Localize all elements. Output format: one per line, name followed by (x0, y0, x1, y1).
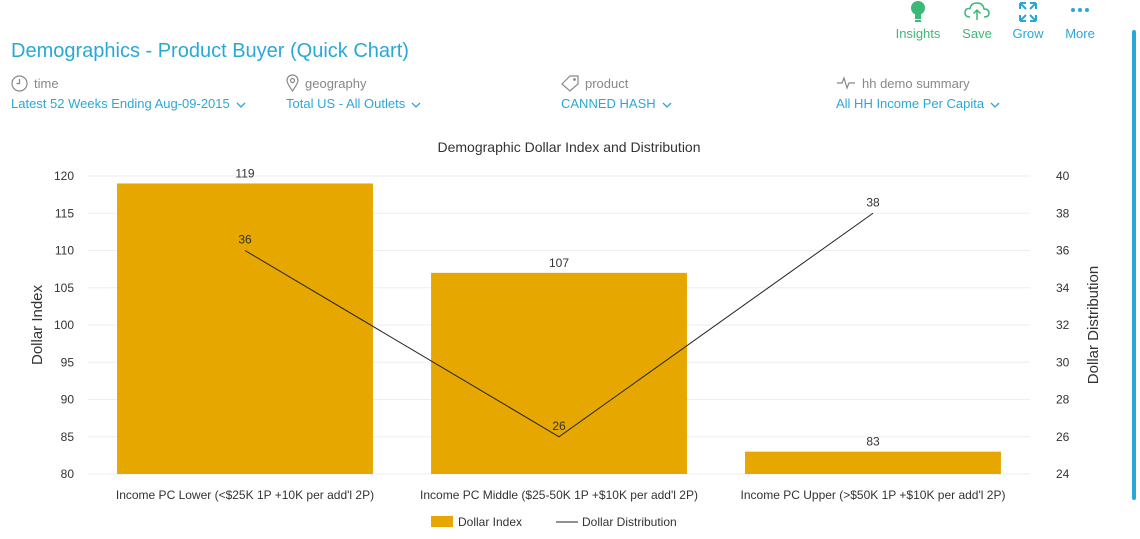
y2-tick-label: 24 (1056, 467, 1070, 481)
bar (117, 183, 373, 474)
filter-time[interactable]: time Latest 52 Weeks Ending Aug-09-2015 (11, 72, 246, 111)
y2-tick-label: 28 (1056, 393, 1070, 407)
grow-label: Grow (1012, 26, 1044, 41)
clock-icon (11, 74, 28, 92)
y2-tick-label: 36 (1056, 244, 1070, 258)
filter-time-value[interactable]: Latest 52 Weeks Ending Aug-09-2015 (11, 96, 230, 111)
y-tick-label: 85 (61, 430, 75, 444)
y2-tick-label: 34 (1056, 281, 1070, 295)
page-title: Demographics - Product Buyer (Quick Char… (11, 40, 409, 62)
chevron-down-icon[interactable] (236, 102, 246, 108)
filter-geography[interactable]: geography Total US - All Outlets (286, 72, 421, 111)
y2-tick-label: 30 (1056, 355, 1070, 369)
chevron-down-icon[interactable] (990, 102, 1000, 108)
y-tick-label: 95 (61, 355, 75, 369)
chevron-down-icon[interactable] (662, 102, 672, 108)
line-data-label: 38 (866, 195, 880, 209)
y2-tick-label: 26 (1056, 430, 1070, 444)
expand-icon (1019, 2, 1037, 22)
save-button[interactable]: Save (947, 0, 1007, 41)
line-data-label: 36 (238, 233, 252, 247)
series-line-dollar-distribution (244, 212, 874, 438)
y-tick-label: 120 (54, 169, 74, 183)
x-tick-label: Income PC Upper (>$50K 1P +$10K per add'… (741, 488, 1006, 502)
y-tick-label: 105 (54, 281, 74, 295)
legend-label-dollar-distribution: Dollar Distribution (582, 515, 677, 529)
bar (745, 451, 1001, 474)
dollar-index-chart: Demographic Dollar Index and Distributio… (29, 139, 1102, 529)
filter-demo-caption: hh demo summary (862, 75, 970, 91)
more-dots-icon (1071, 8, 1089, 12)
x-tick-label: Income PC Middle ($25-50K 1P +$10K per a… (420, 488, 698, 502)
chart-title: Demographic Dollar Index and Distributio… (437, 139, 700, 155)
filter-geography-caption: geography (305, 75, 367, 91)
y-tick-label: 80 (61, 467, 75, 481)
y-axis-title: Dollar Index (29, 284, 46, 365)
insights-label: Insights (895, 26, 941, 41)
toolbar: Insights Save Grow More (896, 0, 1140, 44)
y2-axis-title: Dollar Distribution (1085, 266, 1102, 384)
y-tick-label: 110 (55, 244, 74, 258)
pulse-icon (837, 76, 855, 90)
map-pin-icon (286, 74, 299, 92)
filter-time-caption: time (34, 75, 59, 91)
save-label: Save (962, 26, 992, 41)
y-tick-label: 115 (55, 206, 74, 220)
filter-product-caption: product (585, 75, 629, 91)
bar-data-label: 107 (549, 256, 569, 270)
y-tick-label: 100 (54, 318, 74, 332)
lightbulb-icon (911, 1, 925, 22)
cloud-upload-icon (964, 2, 990, 20)
bar-data-label: 83 (866, 435, 880, 449)
more-label: More (1065, 26, 1095, 41)
insights-button[interactable]: Insights (888, 0, 948, 41)
y2-tick-label: 38 (1056, 206, 1070, 220)
filter-product-value[interactable]: CANNED HASH (561, 96, 656, 111)
line-data-label: 26 (552, 419, 566, 433)
y-tick-label: 90 (61, 393, 75, 407)
bar-data-label: 119 (235, 166, 254, 180)
legend-swatch-dollar-index (431, 516, 453, 527)
filter-product[interactable]: product CANNED HASH (561, 72, 672, 111)
tag-icon (561, 74, 579, 92)
more-button[interactable]: More (1050, 0, 1110, 41)
filter-demo-value[interactable]: All HH Income Per Capita (836, 96, 985, 111)
legend-label-dollar-index: Dollar Index (458, 515, 522, 529)
grow-button[interactable]: Grow (998, 0, 1058, 41)
chevron-down-icon[interactable] (411, 102, 421, 108)
y2-tick-label: 32 (1056, 318, 1070, 332)
filter-geography-value[interactable]: Total US - All Outlets (286, 96, 406, 111)
y2-tick-label: 40 (1056, 169, 1070, 183)
bar (431, 272, 687, 474)
vertical-scrollbar[interactable] (1132, 30, 1136, 500)
filter-demo[interactable]: hh demo summary All HH Income Per Capita (836, 72, 1000, 111)
x-tick-label: Income PC Lower (<$25K 1P +10K per add'l… (116, 488, 374, 502)
